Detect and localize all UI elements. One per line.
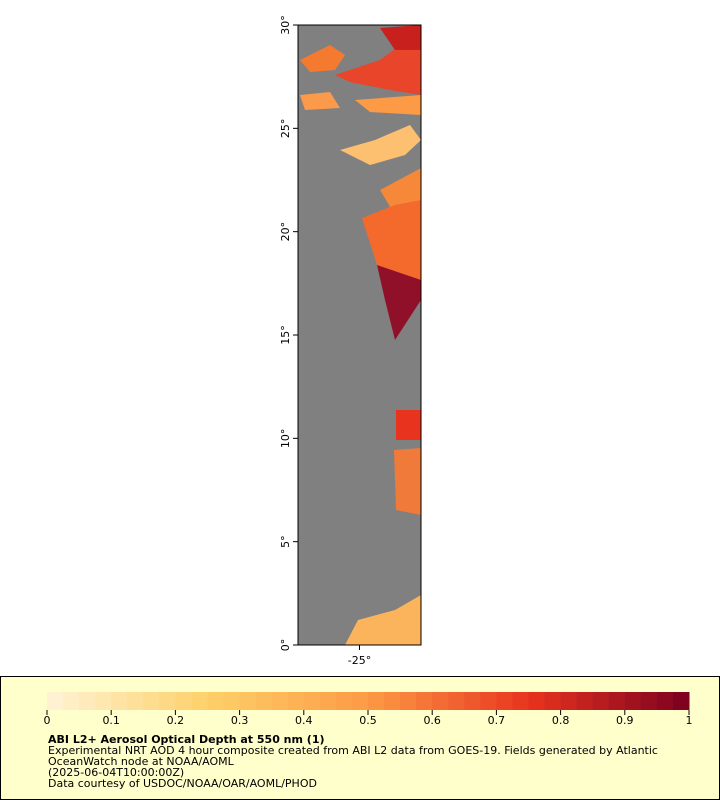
lat-tick-label: 15° xyxy=(279,325,292,345)
aerosol-patch xyxy=(377,265,421,340)
colorbar-cell xyxy=(656,692,674,710)
colorbar-cell xyxy=(400,692,417,710)
colorbar-cell xyxy=(608,692,626,710)
aerosol-patch xyxy=(380,25,421,50)
aerosol-patch xyxy=(355,95,421,115)
aerosol-patch xyxy=(340,125,421,165)
colorbar-cell xyxy=(127,692,144,710)
colorbar-cell xyxy=(175,692,192,710)
colorbar-cell xyxy=(592,692,610,710)
colorbar-cell xyxy=(79,692,96,710)
lat-tick-label: 10° xyxy=(279,429,292,449)
colorbar-tick-label: 0.2 xyxy=(167,714,185,727)
colorbar-cell xyxy=(303,692,321,710)
lon-tick-label: -25° xyxy=(348,654,371,667)
colorbar-tick-label: 0.5 xyxy=(359,714,377,727)
legend-line: Data courtesy of USDOC/NOAA/OAR/AOML/PHO… xyxy=(48,777,317,790)
colorbar-tick-label: 0.8 xyxy=(552,714,570,727)
colorbar-cell xyxy=(384,692,401,710)
aerosol-patch xyxy=(394,448,421,515)
colorbar-cell xyxy=(480,692,497,710)
colorbar-cell xyxy=(223,692,241,710)
colorbar-cell xyxy=(95,692,112,710)
colorbar-cell xyxy=(287,692,305,710)
legend-title: ABI L2+ Aerosol Optical Depth at 550 nm … xyxy=(48,733,325,746)
lat-tick-label: 0° xyxy=(279,639,292,652)
colorbar-cell xyxy=(464,692,481,710)
legend-line: Experimental NRT AOD 4 hour composite cr… xyxy=(48,744,658,757)
colorbar-cell xyxy=(624,692,642,710)
colorbar-cell xyxy=(191,692,208,710)
aerosol-patch xyxy=(300,45,345,72)
colorbar-cell xyxy=(159,692,176,710)
colorbar-cell xyxy=(239,692,257,710)
colorbar-tick-label: 0 xyxy=(44,714,51,727)
colorbar-cell xyxy=(672,692,690,710)
colorbar-cell xyxy=(560,692,578,710)
colorbar-tick-label: 1 xyxy=(686,714,693,727)
colorbar-tick-label: 0.3 xyxy=(231,714,249,727)
aerosol-patch xyxy=(396,410,421,440)
colorbar-tick-label: 0.9 xyxy=(616,714,634,727)
colorbar-cell xyxy=(432,692,449,710)
colorbar-tick-label: 0.4 xyxy=(295,714,313,727)
colorbar-tick-label: 0.1 xyxy=(102,714,120,727)
aerosol-patch xyxy=(345,595,421,645)
lat-tick-label: 5° xyxy=(279,535,292,548)
colorbar-cell xyxy=(63,692,80,710)
colorbar-tick-label: 0.7 xyxy=(488,714,506,727)
colorbar-cell xyxy=(528,692,546,710)
legend-line: (2025-06-04T10:00:00Z) xyxy=(48,766,184,779)
colorbar-cell xyxy=(351,692,369,710)
colorbar-cell xyxy=(416,692,433,710)
colorbar-cell xyxy=(640,692,658,710)
map-background xyxy=(298,25,421,645)
colorbar-cell xyxy=(335,692,353,710)
colorbar-cell xyxy=(255,692,273,710)
lat-tick-label: 20° xyxy=(279,222,292,242)
map xyxy=(297,24,422,646)
colorbar-cell xyxy=(319,692,337,710)
lat-tick-label: 25° xyxy=(279,119,292,139)
colorbar-cell xyxy=(576,692,594,710)
aerosol-patch xyxy=(362,200,421,295)
colorbar-tick-label: 0.6 xyxy=(423,714,441,727)
colorbar-cell xyxy=(512,692,529,710)
colorbar-cell xyxy=(47,692,64,710)
colorbar-cell xyxy=(207,692,225,710)
colorbar-cell xyxy=(544,692,562,710)
colorbar-cell xyxy=(271,692,289,710)
colorbar-cell xyxy=(143,692,160,710)
aerosol-patch xyxy=(300,92,340,110)
lat-tick-label: 30° xyxy=(279,15,292,35)
colorbar-cell xyxy=(448,692,465,710)
colorbar-cell xyxy=(496,692,513,710)
colorbar-cell xyxy=(368,692,385,710)
legend-line: OceanWatch node at NOAA/AOML xyxy=(48,755,235,768)
colorbar-cell xyxy=(111,692,128,710)
